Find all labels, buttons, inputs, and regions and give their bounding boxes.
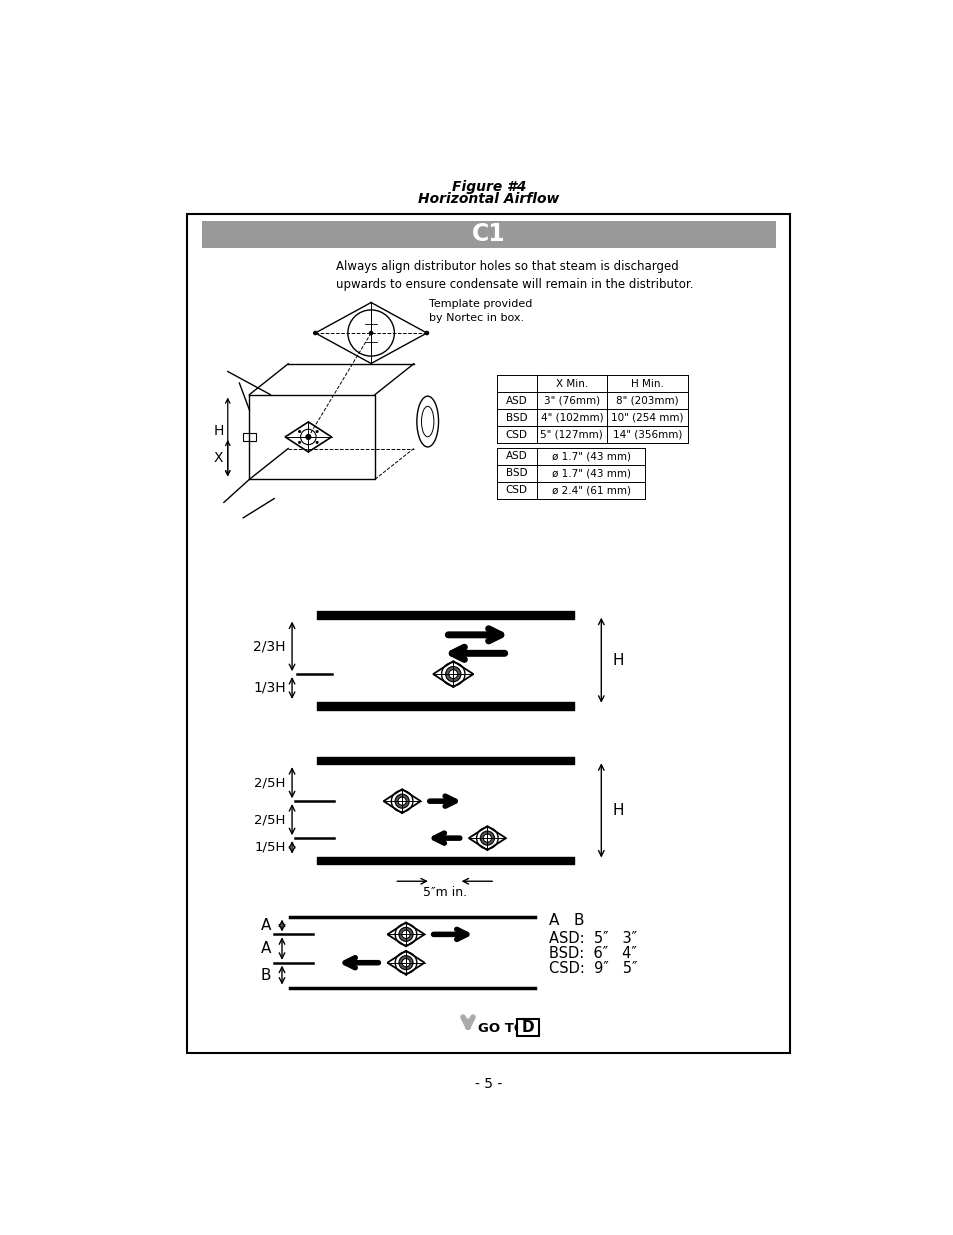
- Circle shape: [297, 430, 301, 433]
- Text: Figure #4: Figure #4: [452, 180, 525, 194]
- Text: 2/5H: 2/5H: [254, 813, 286, 826]
- Text: 1/5H: 1/5H: [254, 841, 286, 853]
- Text: BSD: BSD: [505, 412, 527, 422]
- Text: - 5 -: - 5 -: [475, 1077, 502, 1091]
- Polygon shape: [383, 789, 420, 813]
- Text: GO TO: GO TO: [477, 1021, 525, 1035]
- Text: 2/5H: 2/5H: [254, 776, 286, 789]
- Text: 5″m in.: 5″m in.: [422, 885, 466, 899]
- Polygon shape: [285, 422, 332, 452]
- Polygon shape: [433, 661, 473, 687]
- Circle shape: [483, 834, 491, 842]
- Circle shape: [397, 797, 406, 805]
- Circle shape: [445, 667, 460, 682]
- Text: B: B: [260, 967, 271, 983]
- Text: X: X: [213, 451, 223, 466]
- Text: ASD: ASD: [505, 395, 527, 406]
- Text: H Min.: H Min.: [630, 379, 663, 389]
- Text: CSD: CSD: [505, 485, 527, 495]
- Text: H: H: [213, 424, 223, 437]
- Bar: [243, 433, 255, 441]
- Polygon shape: [468, 826, 505, 850]
- Circle shape: [395, 794, 409, 808]
- Text: 4" (102mm): 4" (102mm): [540, 412, 602, 422]
- Text: D: D: [521, 1020, 534, 1035]
- Text: 14" (356mm): 14" (356mm): [612, 430, 681, 440]
- Polygon shape: [387, 923, 424, 946]
- Text: X Min.: X Min.: [556, 379, 587, 389]
- Bar: [187, 214, 790, 1053]
- Text: 3" (76mm): 3" (76mm): [543, 395, 599, 406]
- Circle shape: [398, 956, 413, 969]
- Circle shape: [401, 930, 410, 939]
- Text: C1: C1: [472, 222, 505, 247]
- Text: BSD:  6″   4″: BSD: 6″ 4″: [549, 946, 637, 961]
- Text: BSD: BSD: [505, 468, 527, 478]
- Circle shape: [479, 831, 494, 845]
- Circle shape: [315, 441, 318, 443]
- Text: 2/3H: 2/3H: [253, 640, 286, 653]
- Text: ø 1.7" (43 mm): ø 1.7" (43 mm): [551, 451, 630, 461]
- Text: CSD:  9″   5″: CSD: 9″ 5″: [549, 961, 638, 977]
- Text: Always align distributor holes so that steam is discharged
upwards to ensure con: Always align distributor holes so that s…: [335, 259, 693, 291]
- Circle shape: [313, 331, 317, 336]
- Circle shape: [448, 669, 457, 678]
- Text: 10" (254 mm): 10" (254 mm): [611, 412, 683, 422]
- Text: ø 2.4" (61 mm): ø 2.4" (61 mm): [551, 485, 630, 495]
- Circle shape: [424, 331, 429, 336]
- Text: 5" (127mm): 5" (127mm): [540, 430, 602, 440]
- Text: ø 1.7" (43 mm): ø 1.7" (43 mm): [551, 468, 630, 478]
- Circle shape: [297, 441, 301, 443]
- Ellipse shape: [416, 396, 438, 447]
- Text: H: H: [612, 653, 623, 668]
- Circle shape: [305, 433, 311, 440]
- Circle shape: [369, 331, 373, 336]
- Text: A: A: [260, 918, 271, 932]
- Circle shape: [401, 958, 410, 967]
- Text: CSD: CSD: [505, 430, 527, 440]
- Text: 1/3H: 1/3H: [253, 680, 286, 695]
- Circle shape: [315, 430, 318, 433]
- Bar: [202, 221, 775, 247]
- Text: Template provided
by Nortec in box.: Template provided by Nortec in box.: [429, 299, 532, 324]
- Text: Horizontal Airflow: Horizontal Airflow: [417, 191, 559, 206]
- Text: A   B: A B: [549, 913, 584, 927]
- Text: ASD: ASD: [505, 451, 527, 461]
- Text: A: A: [260, 941, 271, 956]
- Text: H: H: [612, 803, 623, 818]
- Text: 8" (203mm): 8" (203mm): [616, 395, 678, 406]
- Circle shape: [398, 927, 413, 941]
- Bar: [517, 1019, 537, 1036]
- Text: ASD:  5″   3″: ASD: 5″ 3″: [549, 930, 637, 946]
- Polygon shape: [387, 951, 424, 974]
